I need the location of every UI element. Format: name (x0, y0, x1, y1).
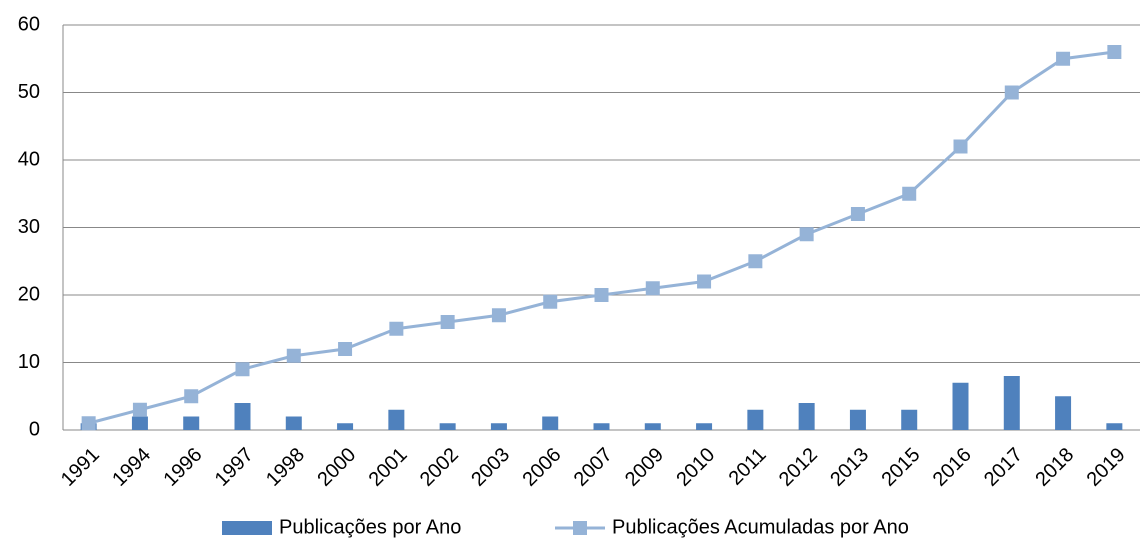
bar (1055, 396, 1072, 430)
x-tick-label: 1997 (211, 444, 258, 491)
marker (953, 139, 968, 154)
x-tick-label: 1994 (108, 444, 155, 491)
marker (697, 274, 712, 289)
x-tick-label: 1996 (159, 444, 206, 491)
bar (747, 409, 764, 430)
marker (235, 362, 250, 377)
x-tick-label: 2009 (621, 444, 668, 491)
bar (696, 423, 713, 430)
bar (542, 416, 559, 430)
bar (798, 403, 815, 430)
y-tick-label: 40 (18, 148, 40, 170)
y-tick-label: 30 (18, 216, 40, 238)
marker (491, 308, 506, 323)
marker (902, 186, 917, 201)
y-tick-label: 60 (18, 13, 40, 35)
x-tick-label: 2012 (775, 444, 822, 491)
bar (593, 423, 610, 430)
legend-label: Publicações por Ano (279, 516, 461, 538)
x-tick-label: 2016 (929, 444, 976, 491)
marker (543, 294, 558, 309)
legend-marker (573, 521, 587, 535)
marker (748, 254, 763, 269)
bar (901, 409, 918, 430)
bar (285, 416, 302, 430)
marker (81, 416, 96, 431)
bar (952, 382, 969, 430)
marker (1004, 85, 1019, 100)
bar (234, 403, 251, 430)
x-tick-label: 2003 (467, 444, 514, 491)
bar (644, 423, 661, 430)
bar (1003, 376, 1020, 430)
bar (490, 423, 507, 430)
y-tick-label: 0 (29, 418, 40, 440)
marker (1107, 45, 1122, 59)
marker (286, 348, 301, 363)
x-tick-label: 2007 (570, 444, 617, 491)
marker (338, 342, 353, 356)
x-tick-label: 2000 (313, 444, 360, 491)
x-tick-label: 2010 (672, 444, 719, 491)
bar (337, 423, 354, 430)
x-tick-label: 2018 (1031, 444, 1078, 491)
x-tick-label: 1991 (57, 444, 104, 491)
x-tick-label: 2013 (826, 444, 873, 491)
x-tick-label: 2017 (980, 444, 1027, 491)
bar (439, 423, 456, 430)
y-tick-label: 20 (18, 283, 40, 305)
bar (183, 416, 200, 430)
marker (440, 315, 455, 329)
x-tick-label: 2002 (416, 444, 463, 491)
x-tick-label: 2015 (877, 444, 924, 491)
marker (389, 321, 404, 336)
y-tick-label: 50 (18, 81, 40, 103)
x-tick-label: 2011 (725, 444, 771, 490)
marker (132, 402, 147, 417)
marker (799, 227, 814, 242)
bar (131, 416, 148, 430)
bar (388, 409, 405, 430)
bar (849, 409, 866, 430)
y-tick-label: 10 (18, 351, 40, 373)
bar (1106, 423, 1123, 430)
legend-swatch (222, 521, 272, 535)
x-tick-label: 2001 (365, 444, 412, 491)
legend-label: Publicações Acumuladas por Ano (612, 516, 909, 538)
x-tick-label: 1998 (262, 444, 309, 491)
marker (645, 281, 660, 296)
x-tick-label: 2019 (1083, 444, 1130, 491)
marker (184, 389, 199, 404)
marker (850, 207, 865, 221)
marker (594, 288, 609, 302)
x-tick-label: 2006 (518, 444, 565, 491)
marker (1056, 51, 1071, 66)
